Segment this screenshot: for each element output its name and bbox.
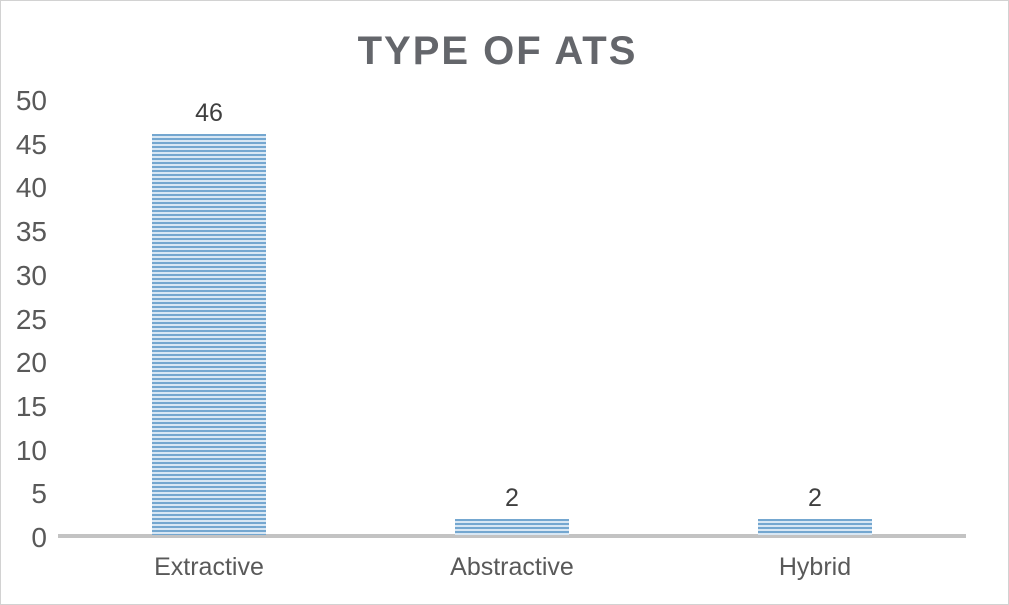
y-axis-tick-label: 5 (31, 478, 47, 510)
y-axis-tick-label: 30 (15, 259, 47, 291)
x-axis-line (58, 534, 966, 538)
data-label-extractive: 46 (195, 99, 223, 127)
bar-hybrid (758, 519, 872, 535)
y-axis-tick-label: 35 (15, 216, 47, 248)
y-axis-tick-label: 20 (15, 347, 47, 379)
data-label-abstractive: 2 (505, 484, 519, 512)
y-axis-tick-label: 10 (15, 434, 47, 466)
y-axis-tick-label: 40 (15, 172, 47, 204)
category-label-extractive: Extractive (154, 553, 264, 581)
bar-extractive (152, 134, 266, 535)
y-axis-tick-label: 0 (31, 522, 47, 553)
y-axis-tick-label: 50 (15, 85, 47, 116)
y-axis-tick-label: 45 (15, 128, 47, 160)
category-label-abstractive: Abstractive (450, 553, 574, 581)
chart-title: TYPE OF ATS (357, 29, 638, 73)
y-axis-tick-label: 15 (15, 390, 47, 422)
y-axis-tick-label: 25 (15, 303, 47, 335)
category-label-hybrid: Hybrid (778, 553, 852, 581)
bar-abstractive (455, 519, 569, 535)
data-label-hybrid: 2 (808, 484, 822, 512)
